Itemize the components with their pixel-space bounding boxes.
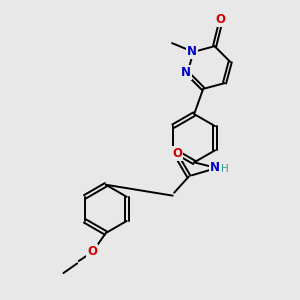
Text: H: H — [221, 164, 229, 174]
Text: N: N — [181, 66, 191, 79]
Text: O: O — [172, 147, 182, 160]
Text: O: O — [215, 13, 225, 26]
Text: N: N — [210, 161, 220, 174]
Text: N: N — [187, 45, 197, 58]
Text: O: O — [87, 245, 97, 258]
